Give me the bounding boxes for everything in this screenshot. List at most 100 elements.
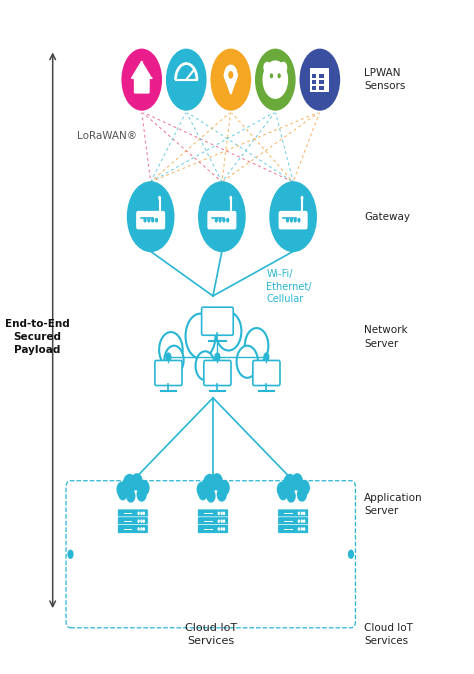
Circle shape bbox=[298, 527, 300, 531]
Circle shape bbox=[218, 512, 220, 515]
Polygon shape bbox=[224, 75, 237, 94]
Circle shape bbox=[143, 512, 145, 515]
Circle shape bbox=[143, 527, 145, 531]
Circle shape bbox=[151, 218, 155, 222]
Circle shape bbox=[140, 520, 143, 523]
FancyBboxPatch shape bbox=[118, 509, 148, 518]
Circle shape bbox=[120, 48, 163, 112]
Circle shape bbox=[219, 218, 222, 222]
Circle shape bbox=[220, 527, 223, 531]
Circle shape bbox=[147, 218, 150, 222]
FancyBboxPatch shape bbox=[118, 517, 148, 526]
Circle shape bbox=[292, 474, 302, 490]
Circle shape bbox=[301, 520, 303, 523]
Circle shape bbox=[254, 48, 297, 112]
Circle shape bbox=[143, 520, 145, 523]
FancyBboxPatch shape bbox=[198, 524, 228, 533]
Circle shape bbox=[165, 353, 172, 362]
Circle shape bbox=[263, 353, 270, 362]
Text: Application
Server: Application Server bbox=[365, 493, 423, 516]
Circle shape bbox=[270, 182, 316, 251]
Text: Network
Server: Network Server bbox=[365, 326, 408, 348]
FancyBboxPatch shape bbox=[279, 211, 308, 229]
Circle shape bbox=[264, 62, 271, 73]
Circle shape bbox=[224, 65, 237, 85]
FancyBboxPatch shape bbox=[207, 211, 237, 229]
Circle shape bbox=[144, 218, 146, 222]
Circle shape bbox=[290, 218, 293, 222]
FancyBboxPatch shape bbox=[198, 509, 228, 518]
Circle shape bbox=[185, 313, 216, 359]
Circle shape bbox=[293, 218, 297, 222]
Circle shape bbox=[226, 218, 229, 222]
Text: End-to-End
Secured
Payload: End-to-End Secured Payload bbox=[5, 319, 70, 355]
FancyBboxPatch shape bbox=[278, 517, 309, 526]
FancyBboxPatch shape bbox=[136, 211, 165, 229]
Circle shape bbox=[155, 218, 158, 222]
Circle shape bbox=[159, 332, 182, 367]
Circle shape bbox=[298, 512, 300, 515]
Circle shape bbox=[119, 488, 127, 499]
Circle shape bbox=[284, 474, 296, 493]
Text: Wi-Fi/
Ethernet/
Cellular: Wi-Fi/ Ethernet/ Cellular bbox=[266, 270, 312, 304]
Circle shape bbox=[199, 488, 207, 499]
Circle shape bbox=[218, 488, 226, 501]
FancyBboxPatch shape bbox=[278, 524, 309, 533]
Text: LoRaWAN®: LoRaWAN® bbox=[77, 131, 137, 142]
Polygon shape bbox=[132, 62, 151, 92]
Text: Cloud IoT
Services: Cloud IoT Services bbox=[365, 623, 413, 646]
Circle shape bbox=[207, 490, 215, 502]
FancyBboxPatch shape bbox=[155, 361, 182, 386]
Circle shape bbox=[137, 512, 140, 515]
FancyBboxPatch shape bbox=[198, 517, 228, 526]
Circle shape bbox=[222, 218, 226, 222]
Circle shape bbox=[127, 490, 135, 502]
Circle shape bbox=[280, 62, 287, 73]
Circle shape bbox=[137, 520, 140, 523]
Circle shape bbox=[297, 218, 301, 222]
Circle shape bbox=[303, 520, 305, 523]
Circle shape bbox=[139, 481, 149, 495]
Circle shape bbox=[348, 549, 354, 559]
Circle shape bbox=[214, 353, 220, 362]
Circle shape bbox=[215, 218, 218, 222]
Circle shape bbox=[263, 61, 288, 99]
Circle shape bbox=[220, 512, 223, 515]
Circle shape bbox=[237, 346, 258, 377]
Text: Gateway: Gateway bbox=[365, 212, 410, 222]
Circle shape bbox=[218, 520, 220, 523]
FancyBboxPatch shape bbox=[312, 74, 316, 78]
Circle shape bbox=[298, 520, 300, 523]
Circle shape bbox=[128, 182, 174, 251]
FancyBboxPatch shape bbox=[278, 509, 309, 518]
Circle shape bbox=[299, 48, 341, 112]
Circle shape bbox=[303, 527, 305, 531]
Text: LPWAN
Sensors: LPWAN Sensors bbox=[365, 68, 406, 91]
FancyBboxPatch shape bbox=[118, 524, 148, 533]
Circle shape bbox=[301, 527, 303, 531]
Circle shape bbox=[228, 71, 233, 79]
Circle shape bbox=[165, 48, 208, 112]
FancyBboxPatch shape bbox=[201, 307, 233, 335]
FancyBboxPatch shape bbox=[204, 361, 231, 386]
FancyBboxPatch shape bbox=[312, 86, 316, 90]
Circle shape bbox=[218, 527, 220, 531]
Circle shape bbox=[277, 73, 281, 78]
Circle shape bbox=[196, 351, 215, 380]
Circle shape bbox=[301, 512, 303, 515]
Circle shape bbox=[286, 218, 289, 222]
Circle shape bbox=[229, 196, 232, 200]
Circle shape bbox=[199, 182, 245, 251]
Circle shape bbox=[223, 527, 225, 531]
Circle shape bbox=[210, 48, 252, 112]
Circle shape bbox=[140, 512, 143, 515]
Circle shape bbox=[300, 481, 309, 495]
FancyBboxPatch shape bbox=[319, 86, 324, 90]
Circle shape bbox=[137, 488, 146, 501]
Circle shape bbox=[117, 482, 127, 497]
Circle shape bbox=[158, 196, 161, 200]
Circle shape bbox=[220, 520, 223, 523]
Circle shape bbox=[164, 346, 183, 375]
Circle shape bbox=[270, 73, 273, 78]
Circle shape bbox=[137, 527, 140, 531]
